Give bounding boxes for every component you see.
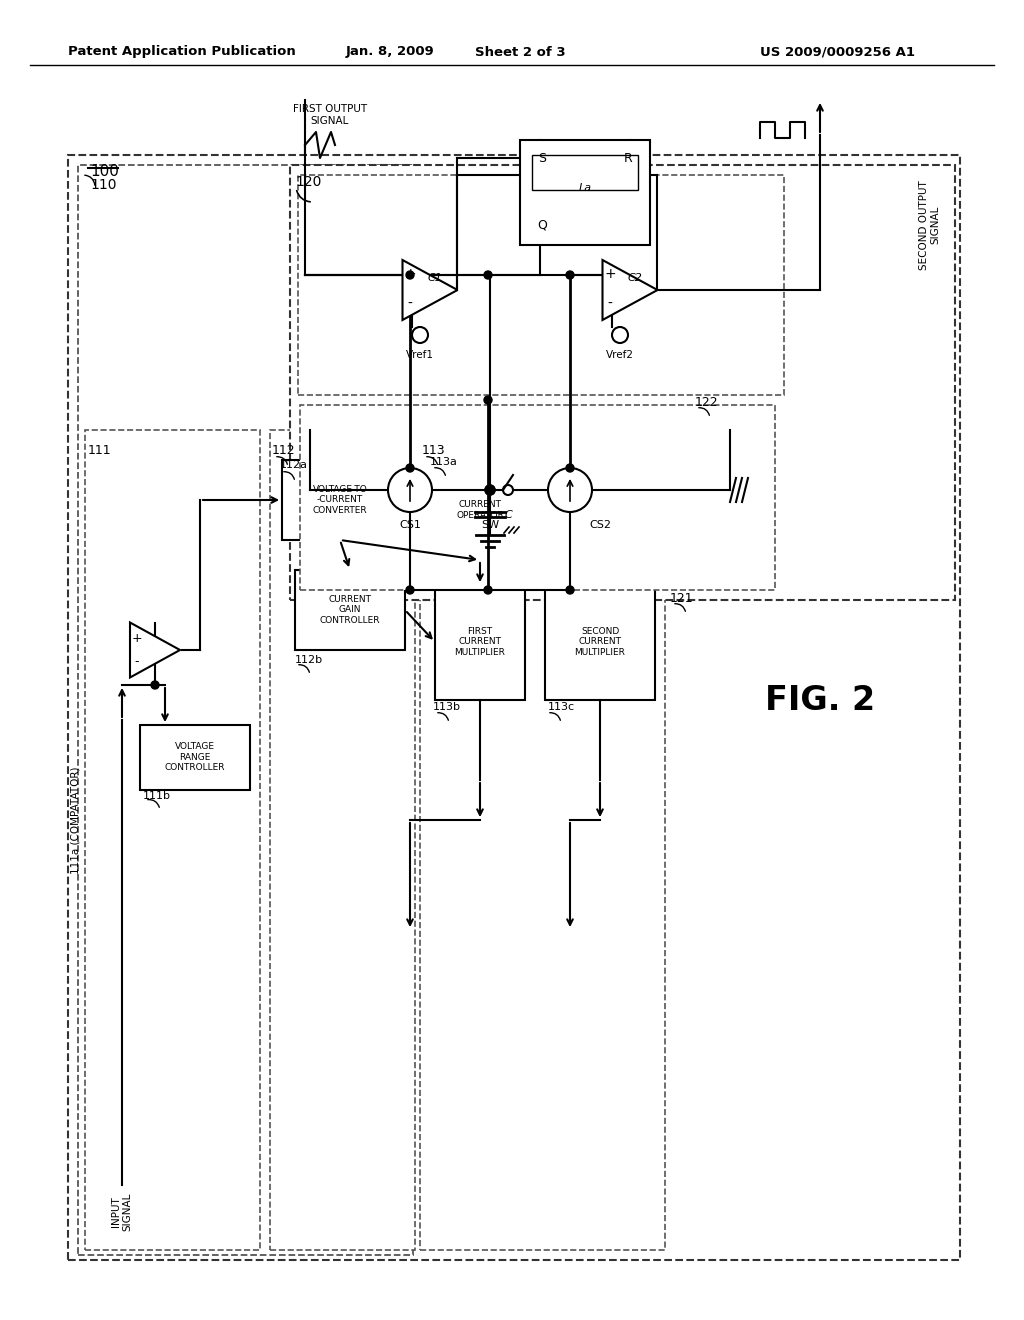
Circle shape — [484, 586, 492, 594]
Polygon shape — [402, 260, 458, 319]
Bar — [68, 154, 961, 1261]
Text: CURRENT
OPERATOR: CURRENT OPERATOR — [456, 500, 504, 520]
Text: Q: Q — [537, 219, 547, 231]
Text: 113a: 113a — [430, 457, 458, 467]
Text: -: - — [135, 656, 139, 668]
Circle shape — [484, 396, 492, 404]
Circle shape — [388, 469, 432, 512]
Text: US 2009/0009256 A1: US 2009/0009256 A1 — [760, 45, 915, 58]
Text: SECOND OUTPUT
SIGNAL: SECOND OUTPUT SIGNAL — [920, 180, 941, 269]
Circle shape — [566, 271, 574, 279]
Bar — [290, 165, 955, 601]
Polygon shape — [602, 260, 657, 319]
Bar — [520, 140, 650, 246]
Circle shape — [151, 681, 159, 689]
Text: +: + — [604, 267, 615, 281]
Text: Sheet 2 of 3: Sheet 2 of 3 — [475, 45, 565, 58]
Bar — [85, 430, 260, 1250]
Circle shape — [412, 327, 428, 343]
Circle shape — [612, 327, 628, 343]
Text: CURRENT
GAIN
CONTROLLER: CURRENT GAIN CONTROLLER — [319, 595, 380, 624]
Text: 111b: 111b — [143, 791, 171, 801]
Text: +: + — [132, 631, 142, 644]
Text: FIRST
CURRENT
MULTIPLIER: FIRST CURRENT MULTIPLIER — [455, 627, 506, 657]
Text: VOLTAGE
RANGE
CONTROLLER: VOLTAGE RANGE CONTROLLER — [165, 742, 225, 772]
Text: 112b: 112b — [295, 655, 324, 665]
Bar — [435, 585, 525, 700]
Text: R: R — [624, 152, 633, 165]
Bar — [435, 459, 525, 560]
Text: 111: 111 — [88, 444, 112, 457]
Circle shape — [406, 586, 414, 594]
Text: Patent Application Publication: Patent Application Publication — [68, 45, 296, 58]
Text: SW: SW — [481, 520, 499, 531]
Circle shape — [406, 465, 414, 473]
Circle shape — [503, 484, 513, 495]
Text: CS2: CS2 — [589, 520, 611, 531]
Text: 112a: 112a — [280, 459, 308, 470]
Text: La: La — [579, 183, 592, 193]
Text: 113c: 113c — [548, 702, 575, 711]
Text: INPUT
SIGNAL: INPUT SIGNAL — [112, 1193, 133, 1232]
Circle shape — [566, 465, 574, 473]
Bar — [532, 154, 638, 190]
Text: Vref1: Vref1 — [406, 350, 434, 360]
Text: 110: 110 — [90, 178, 117, 191]
Bar — [295, 570, 406, 649]
Bar — [300, 405, 775, 590]
Text: 122: 122 — [695, 396, 719, 408]
Circle shape — [566, 586, 574, 594]
Polygon shape — [130, 623, 180, 677]
Text: C: C — [504, 510, 512, 520]
Circle shape — [548, 469, 592, 512]
Text: 111a (COMPATATOR): 111a (COMPATATOR) — [70, 766, 80, 874]
Bar — [420, 430, 665, 1250]
Text: 121: 121 — [670, 591, 693, 605]
Text: 100: 100 — [90, 165, 119, 180]
Text: -: - — [408, 297, 413, 312]
Text: +: + — [404, 267, 416, 281]
Text: CS1: CS1 — [399, 520, 421, 531]
Text: -: - — [607, 297, 612, 312]
Text: 120: 120 — [295, 176, 322, 189]
Text: Jan. 8, 2009: Jan. 8, 2009 — [346, 45, 434, 58]
Bar — [140, 725, 250, 789]
Text: C2: C2 — [628, 273, 642, 282]
Text: 113: 113 — [422, 444, 445, 457]
Bar — [270, 430, 415, 1250]
Circle shape — [485, 484, 495, 495]
Bar — [282, 459, 397, 540]
Circle shape — [484, 271, 492, 279]
Text: FIG. 2: FIG. 2 — [765, 684, 876, 717]
Text: C1: C1 — [428, 273, 442, 282]
Text: VOLTAGE-TO
-CURRENT
CONVERTER: VOLTAGE-TO -CURRENT CONVERTER — [312, 486, 368, 515]
Text: Vref2: Vref2 — [606, 350, 634, 360]
Bar — [78, 165, 413, 1255]
Text: SECOND
CURRENT
MULTIPLIER: SECOND CURRENT MULTIPLIER — [574, 627, 626, 657]
Text: S: S — [538, 152, 546, 165]
Circle shape — [406, 271, 414, 279]
Text: FIRST OUTPUT
SIGNAL: FIRST OUTPUT SIGNAL — [293, 104, 367, 125]
Bar — [298, 176, 784, 395]
Text: 112: 112 — [272, 444, 296, 457]
Circle shape — [485, 484, 495, 495]
Bar — [545, 585, 655, 700]
Text: 113b: 113b — [433, 702, 461, 711]
